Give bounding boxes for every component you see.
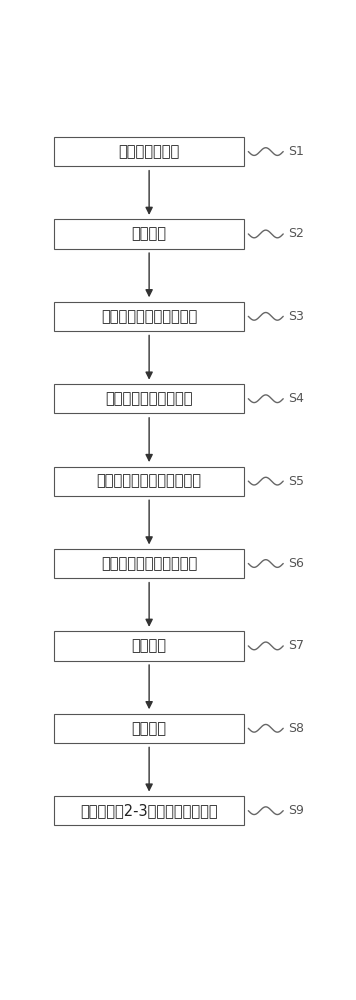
FancyBboxPatch shape bbox=[54, 714, 245, 743]
Text: 定植施肥: 定植施肥 bbox=[132, 721, 167, 736]
Text: S8: S8 bbox=[288, 722, 304, 735]
Text: 有机基肥施肥与回填表土: 有机基肥施肥与回填表土 bbox=[101, 309, 197, 324]
Text: S3: S3 bbox=[288, 310, 304, 323]
FancyBboxPatch shape bbox=[54, 384, 245, 413]
Text: S7: S7 bbox=[288, 639, 304, 652]
FancyBboxPatch shape bbox=[54, 466, 245, 496]
Text: 造林地全面清理: 造林地全面清理 bbox=[119, 144, 180, 159]
Text: 定植后的第2-3年扩穴抚育与施肥: 定植后的第2-3年扩穴抚育与施肥 bbox=[80, 803, 218, 818]
Text: S2: S2 bbox=[288, 227, 304, 240]
Text: S9: S9 bbox=[288, 804, 304, 817]
Text: 植苗苗木与播种种粒的选择: 植苗苗木与播种种粒的选择 bbox=[96, 474, 201, 489]
FancyBboxPatch shape bbox=[54, 549, 245, 578]
Text: S4: S4 bbox=[288, 392, 304, 405]
Text: 扩穴松土: 扩穴松土 bbox=[132, 638, 167, 653]
Text: S6: S6 bbox=[288, 557, 304, 570]
Text: 混交与种植点优化配置: 混交与种植点优化配置 bbox=[105, 391, 193, 406]
FancyBboxPatch shape bbox=[54, 137, 245, 166]
Text: 植苗与芽苗播种混交造林: 植苗与芽苗播种混交造林 bbox=[101, 556, 197, 571]
FancyBboxPatch shape bbox=[54, 796, 245, 825]
Text: 穴状整地: 穴状整地 bbox=[132, 226, 167, 241]
FancyBboxPatch shape bbox=[54, 219, 245, 249]
Text: S5: S5 bbox=[288, 475, 304, 488]
Text: S1: S1 bbox=[288, 145, 304, 158]
FancyBboxPatch shape bbox=[54, 631, 245, 661]
FancyBboxPatch shape bbox=[54, 302, 245, 331]
